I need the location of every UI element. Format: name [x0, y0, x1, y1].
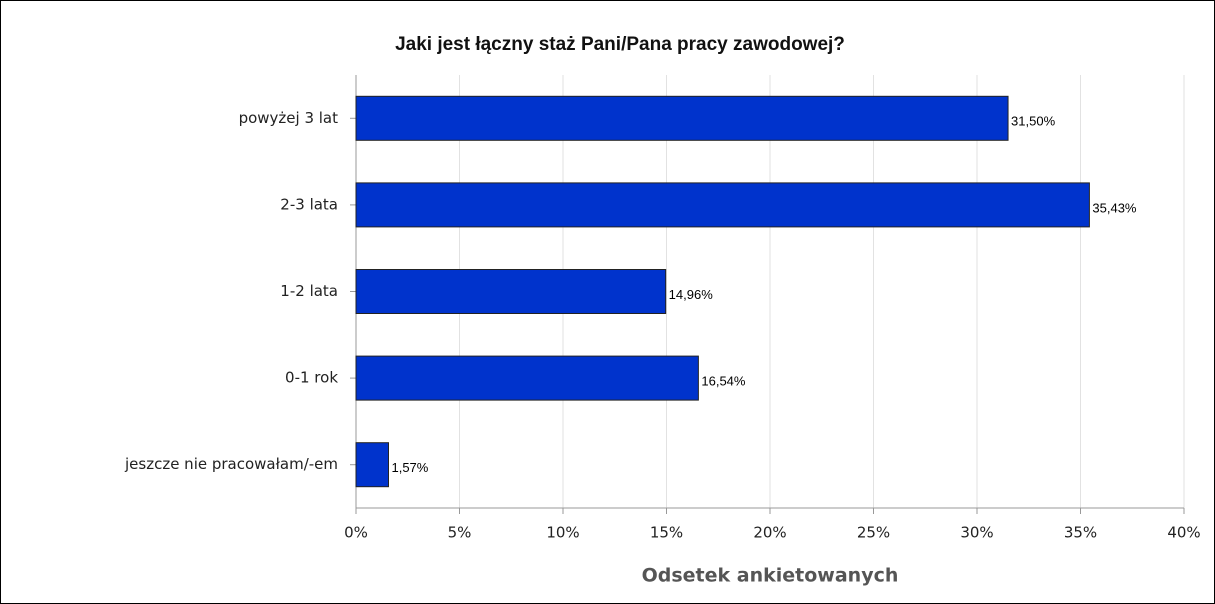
x-tick-label: 20% [753, 524, 786, 542]
y-tick-label: powyżej 3 lat [239, 109, 339, 127]
x-tick-label: 35% [1064, 524, 1097, 542]
x-tick-label: 5% [448, 524, 472, 542]
x-tick-label: 30% [960, 524, 993, 542]
x-axis-title: Odsetek ankietowanych [642, 565, 899, 587]
x-tick-label: 10% [546, 524, 579, 542]
bar [355, 442, 389, 488]
value-label: 14,96% [669, 287, 714, 302]
chart-title: Jaki jest łączny staż Pani/Pana pracy za… [395, 34, 845, 55]
x-tick-label: 25% [857, 524, 890, 542]
value-label: 1,57% [391, 460, 428, 475]
x-tick-label: 0% [344, 524, 368, 542]
y-tick-label: 1-2 lata [280, 282, 338, 300]
bar [355, 182, 1090, 228]
y-tick-label: jeszcze nie pracowałam/-em [124, 455, 338, 473]
value-label: 16,54% [701, 374, 746, 389]
y-tick-label: 0-1 rok [285, 369, 338, 387]
bar [355, 355, 699, 401]
bar [355, 269, 667, 314]
bar [355, 95, 1009, 141]
value-label: 31,50% [1011, 114, 1056, 129]
y-tick-label: 2-3 lata [280, 195, 338, 213]
value-label: 35,43% [1092, 200, 1137, 215]
x-tick-label: 40% [1167, 524, 1200, 542]
x-tick-label: 15% [650, 524, 683, 542]
